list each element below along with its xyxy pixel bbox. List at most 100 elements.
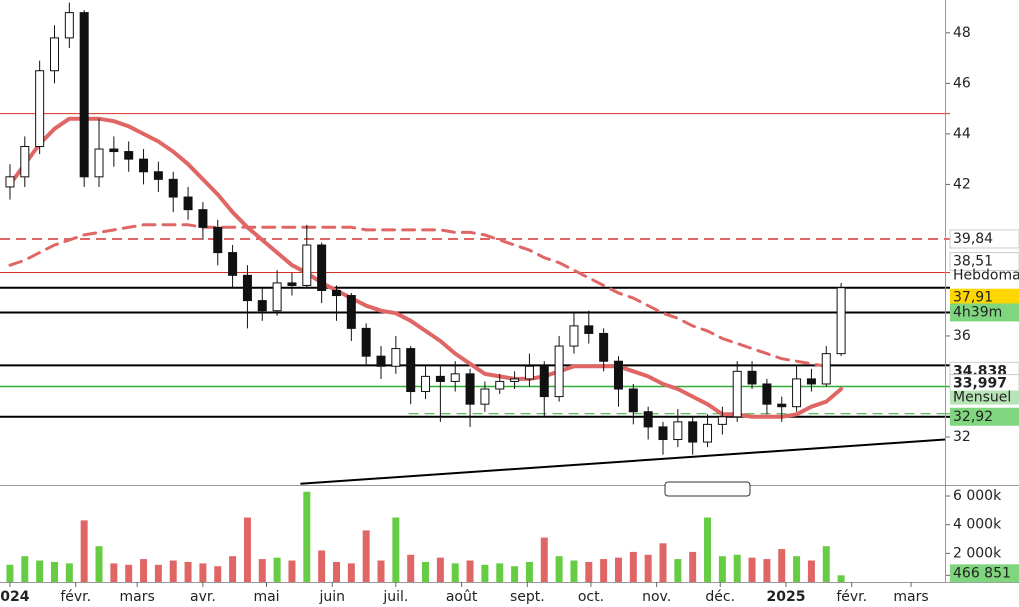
candle-body [183,196,193,211]
candle-body [64,12,74,39]
candle-body [153,171,163,180]
volume-bar [258,559,266,582]
candle-body [168,178,178,198]
level-tag-box [950,303,1019,322]
candle-body [213,226,223,254]
candle-body [302,244,312,286]
candle-body [272,282,282,312]
candle-body [139,158,149,173]
candle-body [465,373,475,405]
x-tick-label: mars [120,589,155,605]
volume-bar [614,557,622,582]
volume-bar [689,551,697,582]
level-label: 33,997 [953,376,1007,392]
volume-bar [407,554,415,582]
scroll-box [664,481,751,497]
volume-bar [347,563,355,582]
level-tag: Hebdomadaire [953,268,1019,284]
candle-body [732,370,742,418]
volume-bar [511,566,519,582]
volume-bar [422,561,430,582]
candle-body [450,373,460,382]
price-panel [0,2,945,485]
volume-bar [763,559,771,582]
volume-bar [496,563,504,582]
volume-bar [748,557,756,582]
x-axis: 2024 févr. mars avr. mai juin juil. août sept. oc… [0,582,929,605]
volume-bar [718,556,726,582]
volume-bar [154,564,162,582]
volume-bar [21,556,29,582]
volume-bar [807,560,815,582]
candle-body [613,360,623,390]
moving-average [8,223,828,368]
x-tick-label: août [446,589,478,605]
candle-body [35,70,45,148]
candle-body [747,370,757,385]
volume-bar [525,561,533,582]
volume-bar [392,517,400,582]
candle-body [777,403,787,408]
level-label: 32,92 [953,409,993,425]
volume-bar [95,546,103,582]
level-label-box [950,288,1019,307]
x-tick-label: juin [318,589,345,605]
level-tag-box [950,390,1019,405]
x-tick-label: mars [893,589,928,605]
candle-body [287,282,297,286]
x-tick-label: déc. [705,589,735,605]
candle-body [361,327,371,357]
volume-bar [451,563,459,582]
candle-body [376,355,386,367]
volume-bar [674,559,682,582]
volume-last-label: 466 851 [953,565,1011,581]
candle-body [198,209,208,228]
volume-panel [6,491,845,582]
x-tick-label: mai [253,589,279,605]
level-label-box [950,407,1019,426]
candle-body [228,252,238,276]
volume-bar [733,554,741,582]
x-tick-label: 2025 [766,589,805,605]
volume-bar [65,563,73,582]
volume-bar [644,554,652,582]
candle-body [49,37,59,72]
candle-body [658,426,668,441]
volume-bar [184,561,192,582]
volume-bar [555,556,563,582]
volume-bar [169,560,177,582]
candle-body [762,383,772,405]
candle-body [717,416,727,425]
right-axis: 32 36 42 44 46 48 2 000k 4 000k 6 000k 39,84 38,51… [946,25,1019,583]
y-tick-label: 36 [953,328,971,344]
volume-bar [585,561,593,582]
volume-bar [629,551,637,582]
candle-body [584,325,594,334]
candle-body [510,378,520,382]
candle-body [599,332,609,362]
volume-bar [793,556,801,582]
candle-body [406,348,416,393]
candle-body [109,148,119,153]
volume-tick-label: 4 000k [953,517,1002,533]
candle-body [480,388,490,405]
volume-bar [570,560,578,582]
y-tick-label: 32 [953,429,971,445]
level-label: 39,84 [953,231,993,247]
candle-body [124,151,134,160]
level-tag: Mensuel [953,390,1011,406]
x-tick-label: juil. [382,589,408,605]
volume-bar [50,561,58,582]
volume-bar [362,530,370,582]
level-tag: 4h39m [953,304,1002,320]
y-tick-label: 46 [953,75,971,91]
volume-bar [600,559,608,582]
volume-bar [822,546,830,582]
y-tick-label: 48 [953,25,971,41]
candle-body [554,345,564,398]
y-tick-label: 42 [953,176,971,192]
volume-bar [303,491,311,582]
candle-body [688,421,698,443]
